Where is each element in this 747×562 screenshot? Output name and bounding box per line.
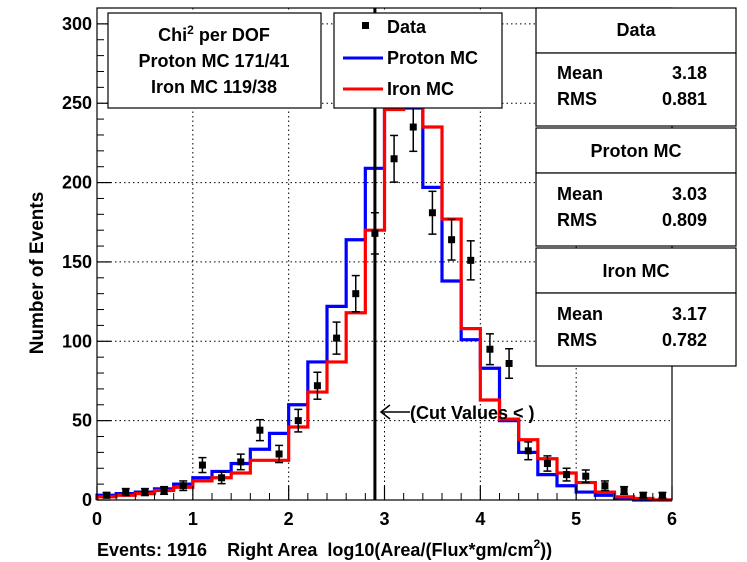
stats-proton-title-frame: [535, 127, 737, 174]
chi-title-sup: 2: [187, 23, 194, 37]
data-point-25: [582, 472, 590, 480]
data-point-4: [179, 482, 187, 490]
x-axis-label-main: Events: 1916 Right Area log10(Area/(Flux…: [97, 540, 533, 560]
chi-title-end: per DOF: [194, 25, 270, 45]
data-point-12: [333, 334, 341, 342]
x-tick-label-4: 4: [475, 509, 485, 529]
stats-data-title-frame: [535, 7, 737, 54]
step-line-iron-mc: [95, 92, 672, 502]
stats-proton-rms-value: 0.809: [662, 210, 707, 230]
stats-proton-mean-value: 3.03: [672, 184, 707, 204]
data-point-3: [160, 486, 168, 494]
series-data-points: [102, 101, 667, 499]
data-point-6: [218, 474, 226, 482]
x-tick-label-3: 3: [379, 509, 389, 529]
cut-arrow-head: [379, 404, 391, 420]
x-tick-label-1: 1: [188, 509, 198, 529]
y-tick-label-100: 100: [62, 331, 92, 351]
data-point-15: [390, 155, 398, 163]
legend-data-marker: [362, 22, 369, 29]
data-point-21: [505, 360, 513, 368]
stats-iron-rms-label: RMS: [557, 330, 597, 350]
stats-proton-rms-label: RMS: [557, 210, 597, 230]
data-point-8: [256, 426, 264, 434]
stats-proton-title: Proton MC: [591, 141, 682, 161]
cut-annotation: (Cut Values < ): [379, 403, 535, 423]
stats-boxes: Data Mean 3.18 RMS 0.881 Proton MC Mean …: [535, 7, 737, 367]
stats-iron-title-frame: [535, 247, 737, 294]
data-point-28: [639, 491, 647, 499]
data-point-20: [486, 345, 494, 353]
stats-data-rms-value: 0.881: [662, 89, 707, 109]
legend: Data Proton MC Iron MC: [333, 12, 503, 109]
stats-proton-mean-label: Mean: [557, 184, 603, 204]
y-tick-label-0: 0: [82, 490, 92, 510]
x-axis-label-sup: 2: [533, 537, 540, 551]
data-point-16: [409, 123, 417, 131]
stats-iron-mean-value: 3.17: [672, 304, 707, 324]
data-point-17: [428, 209, 436, 217]
x-axis-label-end: )): [540, 540, 552, 560]
data-point-27: [620, 486, 628, 494]
y-tick-label-250: 250: [62, 93, 92, 113]
data-point-11: [313, 382, 321, 390]
y-tick-label-300: 300: [62, 14, 92, 34]
chi-box-line-proton: Proton MC 171/41: [138, 51, 289, 71]
chi-title-main: Chi: [158, 25, 187, 45]
axes: 0 50 100 150 200 250 300 0 1 2 3 4 5 6: [62, 7, 677, 529]
stats-proton-body-frame: [535, 172, 737, 247]
data-point-5: [198, 461, 206, 469]
stats-iron-rms-value: 0.782: [662, 330, 707, 350]
stats-data-body-frame: [535, 52, 737, 127]
stats-data-mean-value: 3.18: [672, 63, 707, 83]
data-point-0: [103, 491, 111, 499]
y-tick-label-150: 150: [62, 252, 92, 272]
data-point-23: [543, 459, 551, 467]
chi-box-frame: [107, 12, 322, 109]
data-point-19: [467, 256, 475, 264]
stats-box-data: Data Mean 3.18 RMS 0.881: [535, 7, 737, 127]
x-tick-label-6: 6: [667, 509, 677, 529]
data-point-18: [448, 236, 456, 244]
stats-iron-title: Iron MC: [603, 261, 670, 281]
y-tick-label-200: 200: [62, 173, 92, 193]
stats-data-rms-label: RMS: [557, 89, 597, 109]
legend-data-label: Data: [387, 17, 427, 37]
data-point-22: [524, 447, 532, 455]
data-point-7: [237, 458, 245, 466]
data-point-13: [352, 290, 360, 298]
x-tick-label-5: 5: [571, 509, 581, 529]
stats-box-proton: Proton MC Mean 3.03 RMS 0.809: [535, 127, 737, 247]
stats-iron-mean-label: Mean: [557, 304, 603, 324]
cut-label: (Cut Values < ): [410, 403, 535, 423]
data-point-2: [141, 488, 149, 496]
chi-box-title: Chi2 per DOF: [158, 23, 270, 45]
legend-proton-label: Proton MC: [387, 48, 478, 68]
y-axis-label: Number of Events: [27, 192, 48, 355]
stats-data-title: Data: [616, 20, 656, 40]
chi-square-box: Chi2 per DOF Proton MC 171/41 Iron MC 11…: [107, 12, 322, 109]
data-point-26: [601, 482, 609, 490]
chi-box-line-iron: Iron MC 119/38: [151, 77, 277, 97]
stats-box-iron: Iron MC Mean 3.17 RMS 0.782: [535, 247, 737, 367]
legend-iron-label: Iron MC: [387, 79, 454, 99]
x-tick-label-2: 2: [284, 509, 294, 529]
stats-iron-body-frame: [535, 292, 737, 367]
data-point-9: [275, 450, 283, 458]
data-point-10: [294, 417, 302, 425]
y-tick-label-50: 50: [72, 411, 92, 431]
stats-data-mean-label: Mean: [557, 63, 603, 83]
x-axis-label: Events: 1916 Right Area log10(Area/(Flux…: [97, 537, 552, 560]
x-tick-label-0: 0: [92, 509, 102, 529]
data-point-29: [658, 491, 666, 499]
series-iron-mc: [95, 92, 672, 502]
data-point-24: [563, 471, 571, 479]
data-point-1: [122, 488, 130, 496]
